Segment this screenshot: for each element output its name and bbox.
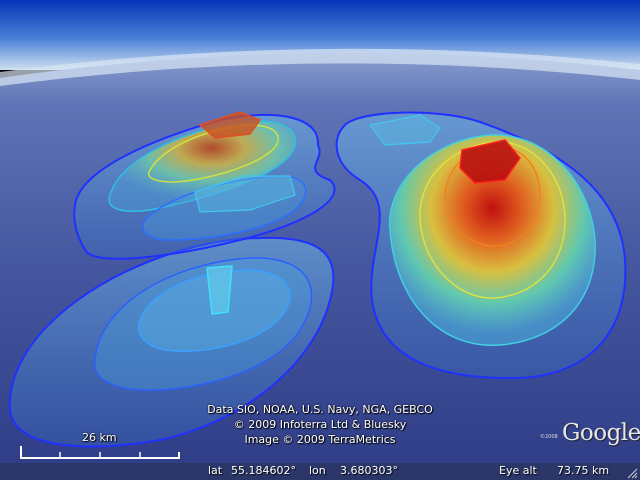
logo-text: Google: [562, 420, 640, 446]
status-bar: lat 55.184602° lon 3.680303° Eye alt 73.…: [0, 463, 640, 480]
upper-left-ridge: [73, 111, 336, 260]
scale-bar: [20, 446, 180, 459]
longitude-label: lon: [309, 464, 326, 477]
longitude-value: 3.680303°: [340, 464, 398, 477]
right-peak: [335, 111, 627, 380]
latitude-value: 55.184602°: [231, 464, 296, 477]
google-logo: ©2008 Google: [540, 420, 640, 454]
resize-grip-icon[interactable]: [626, 467, 638, 479]
imagery-attribution: Image © 2009 TerraMetrics: [244, 433, 396, 446]
lower-left-basin: [8, 236, 335, 448]
eye-altitude-value: 73.75 km: [557, 464, 610, 477]
horizon-haze: [0, 48, 640, 86]
logo-copyright: ©2008: [540, 434, 558, 440]
eye-altitude-label: Eye alt: [499, 464, 537, 477]
data-attribution: Data SIO, NOAA, U.S. Navy, NGA, GEBCO: [207, 403, 433, 416]
latitude-label: lat: [208, 464, 223, 477]
scale-label: 26 km: [82, 431, 117, 444]
infoterra-attribution: © 2009 Infoterra Ltd & Bluesky: [233, 418, 407, 431]
